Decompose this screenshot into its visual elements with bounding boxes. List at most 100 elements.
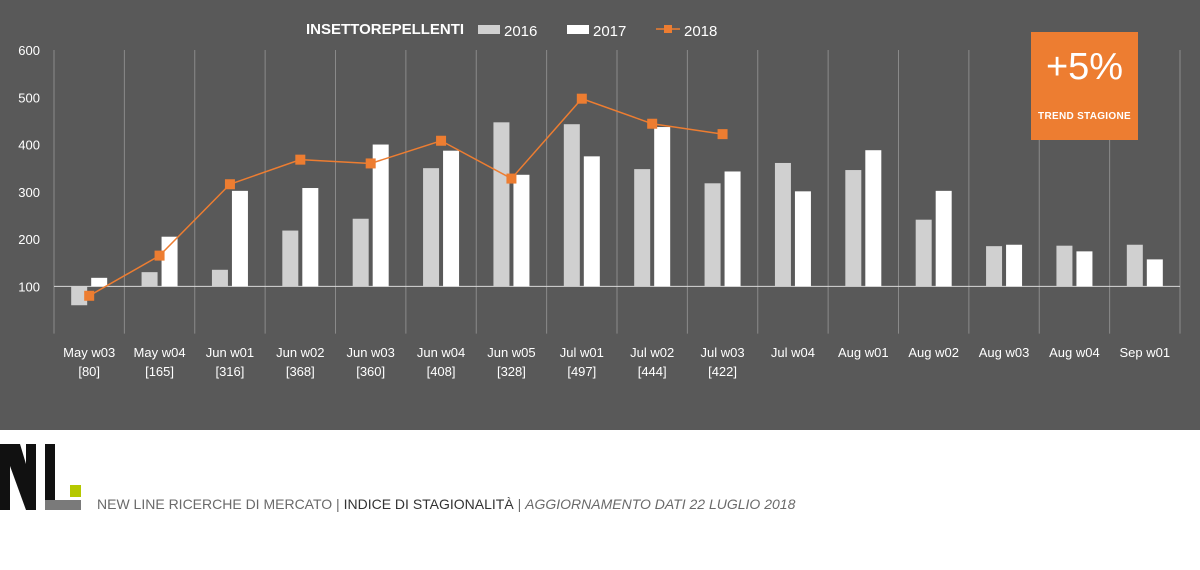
point-2018-4 [365, 158, 376, 169]
y-tick-label: 500 [18, 90, 40, 105]
point-2018-3 [295, 154, 306, 165]
chart: 100 200 300 400 500 600 May w03 [80] May w04 [165… [18, 21, 1181, 379]
point-2018-7 [576, 93, 587, 104]
trend-value: +5% [1045, 46, 1124, 88]
x-tick-label: Jul w03 [701, 345, 745, 360]
legend: INSETTOREPELLENTI 2016 2017 2018 [306, 21, 717, 40]
point-2018-1 [154, 250, 165, 261]
legend-label-2016: 2016 [504, 23, 537, 40]
trend-badge: +5% TREND STAGIONE [1031, 32, 1138, 140]
point-2018-6 [506, 173, 517, 184]
x-tick-sublabel: [408] [427, 364, 456, 379]
bar-2016-8 [634, 169, 651, 287]
x-tick-label: Sep w01 [1120, 345, 1171, 360]
bar-2016-15 [1126, 244, 1143, 287]
series-line-2018 [88, 97, 723, 297]
x-tick-label: Jun w05 [487, 345, 535, 360]
bar-2017-11 [865, 150, 882, 287]
y-tick-label: 400 [18, 138, 40, 153]
y-tick-label: 100 [18, 279, 40, 294]
trend-label: TREND STAGIONE [1038, 111, 1131, 122]
nl-logo [0, 444, 81, 510]
x-tick-label: May w04 [134, 345, 186, 360]
logo-accent [70, 485, 81, 497]
bar-2017-9 [724, 171, 741, 287]
bar-2016-9 [704, 183, 721, 287]
x-tick-label: Jun w03 [346, 345, 394, 360]
x-tick-sublabel: [316] [215, 364, 244, 379]
bar-2017-0 [91, 277, 108, 287]
bar-2016-2 [211, 269, 228, 287]
axis-layer: 100 200 300 400 500 600 May w03 [80] May w04 [165… [18, 43, 1170, 379]
legend-swatch-2017 [567, 25, 589, 34]
bar-2017-13 [1006, 244, 1023, 287]
bar-2017-12 [935, 190, 952, 287]
footer-separator: | [332, 496, 344, 512]
legend-label-2017: 2017 [593, 23, 626, 40]
x-tick-label: Jun w02 [276, 345, 324, 360]
x-tick-sublabel: [165] [145, 364, 174, 379]
bar-2016-6 [493, 122, 510, 287]
bar-2016-14 [1056, 245, 1073, 287]
x-tick-label: Jul w02 [630, 345, 674, 360]
footer-separator: | [513, 496, 526, 512]
legend-marker-2018 [664, 25, 672, 33]
chart-title: INSETTOREPELLENTI [306, 21, 464, 38]
bar-2016-13 [986, 246, 1003, 287]
footer-update: AGGIORNAMENTO DATI 22 LUGLIO 2018 [525, 496, 796, 512]
legend-swatch-2016 [478, 25, 500, 34]
footer-company: NEW LINE RICERCHE DI MERCATO [97, 496, 333, 512]
y-tick-label: 200 [18, 232, 40, 247]
x-tick-label: Aug w02 [908, 345, 959, 360]
chart-panel: 100 200 300 400 500 600 May w03 [80] May w04 [165… [0, 0, 1200, 430]
bar-2017-15 [1146, 259, 1163, 287]
bar-2017-1 [161, 236, 178, 287]
bar-2016-0 [71, 286, 88, 306]
y-tick-label: 600 [18, 43, 40, 58]
x-tick-sublabel: [422] [708, 364, 737, 379]
point-2018-0 [84, 290, 95, 301]
x-tick-label: Aug w01 [838, 345, 889, 360]
bars-layer [71, 122, 1163, 306]
point-2018-5 [436, 135, 447, 146]
point-2018-2 [224, 179, 235, 190]
x-tick-label: Jun w01 [206, 345, 254, 360]
point-2018-9 [717, 129, 728, 140]
x-tick-sublabel: [368] [286, 364, 315, 379]
y-tick-label: 300 [18, 185, 40, 200]
x-tick-label: Jun w04 [417, 345, 465, 360]
x-tick-sublabel: [80] [78, 364, 100, 379]
grid-layer [53, 50, 1181, 334]
x-tick-label: Aug w03 [979, 345, 1030, 360]
line-layer [84, 93, 728, 301]
bar-2017-4 [372, 144, 389, 287]
bar-2016-1 [141, 272, 158, 287]
bar-2016-3 [282, 230, 299, 287]
legend-label-2018: 2018 [684, 23, 717, 40]
x-tick-sublabel: [444] [638, 364, 667, 379]
bar-2016-7 [563, 124, 580, 287]
footer-index: INDICE DI STAGIONALITÀ [343, 496, 514, 512]
x-tick-label: May w03 [63, 345, 115, 360]
bar-2017-8 [654, 127, 671, 287]
bar-2017-10 [794, 191, 811, 287]
bar-2017-7 [583, 156, 600, 287]
bar-2017-14 [1076, 251, 1093, 287]
bar-2017-6 [513, 174, 530, 287]
x-tick-label: Aug w04 [1049, 345, 1100, 360]
bar-2016-5 [423, 168, 440, 287]
x-tick-sublabel: [497] [567, 364, 596, 379]
footer-credits: NEW LINE RICERCHE DI MERCATO | INDICE DI… [97, 496, 795, 512]
bar-2016-12 [915, 219, 932, 287]
bar-2016-10 [774, 162, 791, 287]
bar-2016-4 [352, 218, 369, 287]
point-2018-8 [647, 118, 658, 129]
bar-2017-3 [302, 188, 319, 287]
x-tick-label: Jul w01 [560, 345, 604, 360]
bar-2017-5 [443, 150, 460, 287]
x-tick-label: Jul w04 [771, 345, 815, 360]
x-tick-sublabel: [360] [356, 364, 385, 379]
x-tick-sublabel: [328] [497, 364, 526, 379]
bar-2017-2 [231, 190, 248, 287]
bar-2016-11 [845, 170, 862, 287]
